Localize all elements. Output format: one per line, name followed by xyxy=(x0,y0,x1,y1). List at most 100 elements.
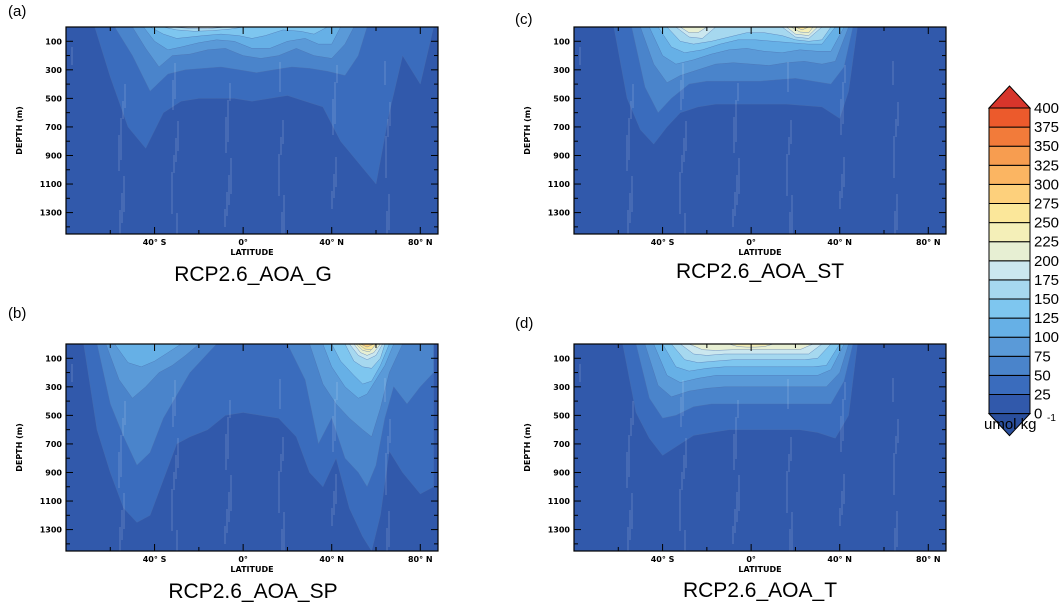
y-tick-label: 300 xyxy=(553,383,570,392)
colorbar-segment xyxy=(988,183,1031,204)
x-tick-label: 80° N xyxy=(916,238,941,247)
y-tick-label: 500 xyxy=(553,411,570,420)
y-tick-label: 300 xyxy=(553,66,570,75)
colorbar-tick-label: 400 xyxy=(1034,100,1059,117)
x-tick-label: 40° S xyxy=(651,555,675,564)
panel-a: 40° S 0° 40° N 80° N 100 300 500 700 900 1100 1300… xyxy=(8,3,439,286)
y-tick-label: 700 xyxy=(45,123,62,132)
x-tick-label: 80° N xyxy=(408,555,433,564)
colorbar-tick-label: 325 xyxy=(1034,157,1059,174)
panel-b: 40° S 0° 40° N 80° N 100 300 500 700 900 1100 1300… xyxy=(8,305,439,603)
contour-field xyxy=(574,27,946,234)
x-tick-label: 40° N xyxy=(827,555,852,564)
panel-caption: RCP2.6_AOA_G xyxy=(174,263,332,286)
colorbar-tick-label: 0 xyxy=(1034,406,1042,423)
x-tick-label: 40° S xyxy=(143,555,167,564)
y-axis-label: DEPTH (m) xyxy=(15,106,24,155)
colorbar-segment xyxy=(988,241,1031,262)
panel-d: 40° S 0° 40° N 80° N 100 300 500 700 900 1100 1300… xyxy=(515,315,947,602)
colorbar-segment xyxy=(988,298,1031,319)
colorbar-tick-label: 25 xyxy=(1034,387,1051,404)
x-tick-label: 40° N xyxy=(319,555,344,564)
colorbar-segment xyxy=(988,222,1031,243)
colorbar-segment xyxy=(988,126,1031,147)
y-tick-label: 1100 xyxy=(40,180,63,189)
y-tick-label: 900 xyxy=(45,151,62,160)
y-axis-label: DEPTH (m) xyxy=(15,423,24,472)
x-tick-label: 40° S xyxy=(651,238,675,247)
panel-c: 40° S 0° 40° N 80° N 100 300 500 700 900 1100 1300… xyxy=(515,11,947,283)
y-tick-label: 700 xyxy=(45,440,62,449)
colorbar-segment xyxy=(988,145,1031,166)
colorbar-unit-label: umol kg xyxy=(984,416,1037,433)
contour-band-75 xyxy=(105,344,403,438)
colorbar-tick-label: 250 xyxy=(1034,215,1059,232)
y-tick-label: 1100 xyxy=(548,497,571,506)
contour-field xyxy=(66,344,438,551)
y-tick-label: 700 xyxy=(553,440,570,449)
colorbar-tick-label: 275 xyxy=(1034,196,1059,213)
x-axis-label: LATITUDE xyxy=(230,248,273,257)
hatching xyxy=(579,47,946,234)
colorbar-segment xyxy=(988,336,1031,357)
y-axis-label: DEPTH (m) xyxy=(523,423,532,472)
x-tick-label: 0° xyxy=(746,238,756,247)
plot-frame xyxy=(573,343,947,552)
panel-label: (c) xyxy=(515,11,533,28)
x-tick-label: 40° S xyxy=(143,238,167,247)
colorbar-segment xyxy=(988,279,1031,300)
y-tick-label: 900 xyxy=(553,468,570,477)
contour-band-275 xyxy=(360,344,374,348)
colorbar-low-triangle xyxy=(987,413,1032,437)
x-tick-label: 40° N xyxy=(827,238,852,247)
hatching xyxy=(579,364,946,551)
y-tick-label: 500 xyxy=(45,411,62,420)
hatching xyxy=(71,364,438,551)
panel-caption: RCP2.6_AOA_SP xyxy=(168,580,337,603)
colorbar-tick-label: 150 xyxy=(1034,291,1059,308)
x-axis-label: LATITUDE xyxy=(738,565,781,574)
colorbar-tick-label: 75 xyxy=(1034,348,1051,365)
colorbar-segment xyxy=(988,394,1031,415)
y-tick-label: 300 xyxy=(45,66,62,75)
colorbar-tick-label: 350 xyxy=(1034,138,1059,155)
y-tick-label: 500 xyxy=(45,94,62,103)
colorbar-tick-label: 375 xyxy=(1034,119,1059,136)
colorbar-unit-exponent: -1 xyxy=(1047,413,1056,424)
y-tick-label: 100 xyxy=(553,37,570,46)
colorbar-tick-label: 125 xyxy=(1034,310,1059,327)
x-tick-label: 80° N xyxy=(408,238,433,247)
contour-field xyxy=(66,27,438,234)
y-tick-label: 100 xyxy=(45,354,62,363)
colorbar-tick-label: 225 xyxy=(1034,234,1059,251)
contour-field xyxy=(574,344,946,551)
y-tick-label: 1100 xyxy=(548,180,571,189)
panel-label: (d) xyxy=(515,315,533,332)
y-tick-label: 500 xyxy=(553,94,570,103)
panel-caption: RCP2.6_AOA_ST xyxy=(676,260,844,283)
panels: 40° S 0° 40° N 80° N 100 300 500 700 900 1100 1300… xyxy=(8,3,947,603)
y-tick-label: 100 xyxy=(553,354,570,363)
colorbar-segment xyxy=(988,164,1031,185)
colorbar: 0 25 50 75 100 125 150 175 200 225 250 275 300 325 350… xyxy=(984,85,1059,437)
x-axis-label: LATITUDE xyxy=(230,565,273,574)
hatching xyxy=(71,47,438,234)
colorbar-segment xyxy=(988,374,1031,395)
colorbar-tick-label: 175 xyxy=(1034,272,1059,289)
colorbar-segment xyxy=(988,107,1031,128)
x-tick-label: 0° xyxy=(238,238,248,247)
colorbar-segment xyxy=(988,260,1031,281)
panel-label: (a) xyxy=(8,3,26,20)
plot-frame xyxy=(65,26,439,235)
contour-band-250 xyxy=(795,27,809,31)
colorbar-segment xyxy=(988,203,1031,224)
colorbar-tick-label: 100 xyxy=(1034,329,1059,346)
y-tick-label: 1300 xyxy=(40,209,63,218)
colorbar-segment xyxy=(988,355,1031,376)
y-tick-label: 700 xyxy=(553,123,570,132)
y-tick-label: 1300 xyxy=(548,526,571,535)
y-tick-label: 100 xyxy=(45,37,62,46)
plot-frame xyxy=(573,26,947,235)
colorbar-tick-label: 200 xyxy=(1034,253,1059,270)
